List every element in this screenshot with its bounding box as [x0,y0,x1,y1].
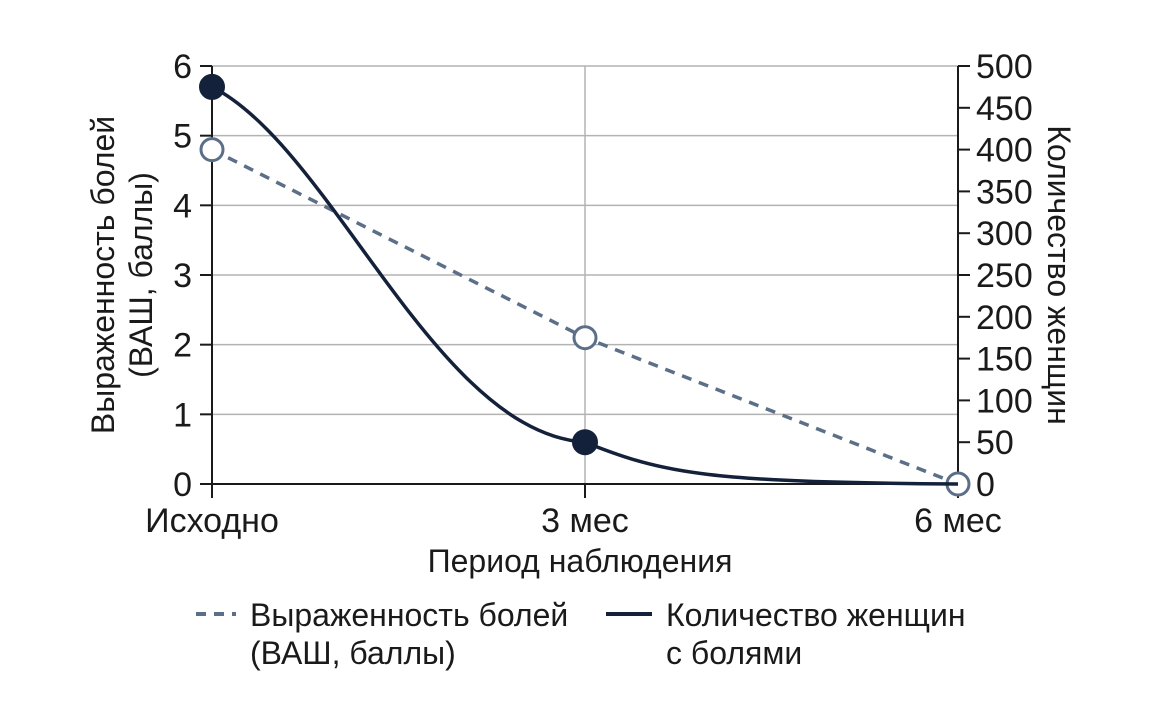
legend-label-women-count-line2: с болями [666,635,802,671]
series-line-1 [211,85,959,486]
right-tick-label: 0 [976,466,995,504]
right-tick-label: 500 [976,48,1033,86]
x-tick-label: Исходно [145,502,279,540]
right-tick-label: 450 [976,90,1033,128]
left-tick-label: 5 [173,118,192,156]
left-y-axis: 0 1 2 3 4 5 6 [173,48,213,504]
x-tick-label: 6 мес [914,502,1002,540]
series-0-point [572,325,598,351]
grid-lines [212,65,958,484]
right-tick-label: 150 [976,341,1033,379]
left-tick-label: 6 [173,48,192,86]
left-y-axis-title-line2: (ВАШ, баллы) [123,172,159,378]
legend-label-pain-score-line1: Выраженность болей [250,597,568,633]
left-tick-label: 1 [173,396,192,434]
series-layer [199,73,971,497]
legend: Выраженность болей (ВАШ, баллы) Количест… [196,597,965,671]
right-tick-label: 300 [976,215,1033,253]
series-1-point [572,429,598,456]
x-axis-title: Период наблюдения [428,543,733,579]
x-tick-label: 3 мес [541,502,629,540]
series-0-point [199,137,225,163]
left-tick-label: 4 [173,187,192,225]
left-y-axis-title-line1: Выраженность болей [85,116,121,434]
series-1-point [199,73,225,100]
left-tick-label: 2 [173,327,192,365]
legend-label-pain-score-line2: (ВАШ, баллы) [250,635,456,671]
right-tick-label: 100 [976,382,1033,420]
right-tick-label: 250 [976,257,1033,295]
x-axis: Исходно 3 мес 6 мес [145,483,1002,540]
right-tick-label: 350 [976,173,1033,211]
right-tick-label: 50 [976,424,1014,462]
legend-label-women-count-line1: Количество женщин [666,597,965,633]
left-tick-label: 0 [173,466,192,504]
right-tick-label: 200 [976,299,1033,337]
right-tick-label: 400 [976,132,1033,170]
left-tick-label: 3 [173,257,192,295]
right-y-axis-title: Количество женщин [1041,125,1077,424]
